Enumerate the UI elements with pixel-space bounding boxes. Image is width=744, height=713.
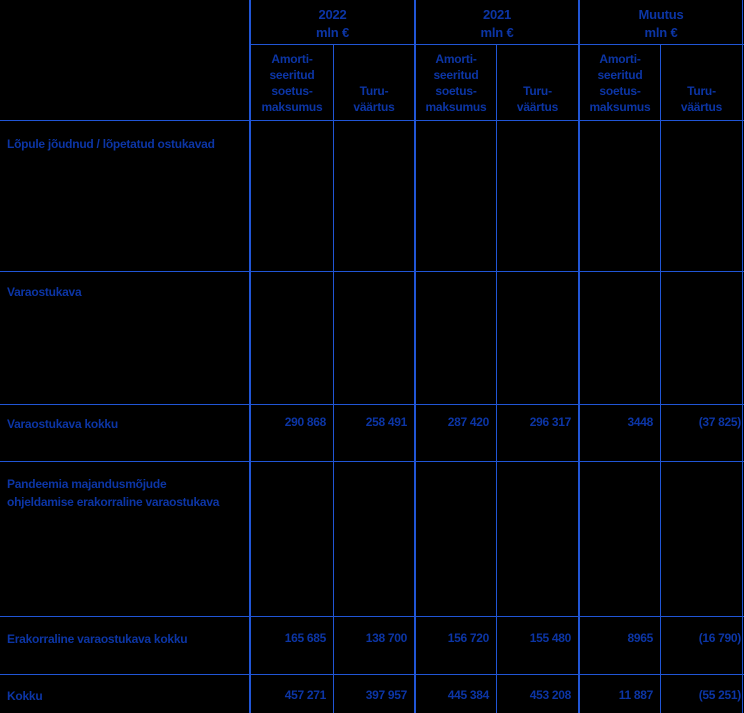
col-header-amortised-cost-2022: Amorti- seeritud soetus- maksumus bbox=[261, 52, 323, 114]
table-cell: 445 384 bbox=[447, 688, 490, 702]
row-label: Kokku bbox=[7, 689, 43, 703]
grid-line-horizontal bbox=[0, 616, 744, 617]
grid-line-horizontal bbox=[0, 271, 744, 272]
grid-line-vertical bbox=[578, 0, 580, 713]
row-label: Lõpule jõudnud / lõpetatud ostukavad bbox=[7, 137, 215, 151]
table-cell: 287 420 bbox=[447, 415, 490, 429]
grid-line-horizontal bbox=[0, 674, 744, 675]
table-cell: 156 720 bbox=[447, 631, 490, 645]
table-cell: 11 887 bbox=[618, 688, 654, 702]
col-header-market-value-2021: Turu- väärtus bbox=[516, 84, 559, 114]
grid-line-vertical bbox=[660, 44, 661, 713]
table-cell: 290 868 bbox=[284, 415, 327, 429]
grid-line-horizontal bbox=[249, 44, 744, 45]
row-label: Erakorraline varaostukava kokku bbox=[7, 632, 188, 646]
grid-line-horizontal bbox=[0, 461, 744, 462]
row-label: Varaostukava bbox=[7, 285, 82, 299]
year-label: Muutus bbox=[638, 7, 684, 22]
grid-line-vertical bbox=[742, 0, 743, 713]
year-label: 2021 bbox=[482, 7, 512, 22]
grid-line-vertical bbox=[414, 0, 416, 713]
column-group-muutus: Muutus mln € bbox=[580, 6, 742, 42]
column-group-2022: 2022 mln € bbox=[251, 6, 414, 42]
table-cell: (55 251) bbox=[698, 688, 742, 702]
grid-line-vertical bbox=[496, 44, 497, 713]
column-group-2021: 2021 mln € bbox=[416, 6, 578, 42]
col-header-amortised-cost-muutus: Amorti- seeritud soetus- maksumus bbox=[589, 52, 651, 114]
row-label: Pandeemia majandusmõjude ohjeldamise era… bbox=[7, 477, 220, 509]
grid-line-vertical bbox=[333, 44, 334, 713]
table-cell: 258 491 bbox=[365, 415, 408, 429]
table-cell: 165 685 bbox=[284, 631, 327, 645]
table-cell: 397 957 bbox=[365, 688, 408, 702]
row-label: Varaostukava kokku bbox=[7, 417, 118, 431]
col-header-amortised-cost-2021: Amorti- seeritud soetus- maksumus bbox=[425, 52, 487, 114]
table-cell: 138 700 bbox=[365, 631, 408, 645]
grid-line-horizontal bbox=[0, 120, 744, 121]
grid-line-vertical bbox=[249, 0, 251, 713]
table-cell: 155 480 bbox=[529, 631, 572, 645]
col-header-market-value-muutus: Turu- väärtus bbox=[680, 84, 723, 114]
year-label: 2022 bbox=[318, 7, 347, 22]
unit-label: mln € bbox=[480, 25, 514, 40]
table-cell: (37 825) bbox=[698, 415, 742, 429]
unit-label: mln € bbox=[644, 25, 678, 40]
table-cell: 457 271 bbox=[284, 688, 327, 702]
table-cell: 453 208 bbox=[529, 688, 572, 702]
table-cell: 296 317 bbox=[529, 415, 572, 429]
grid-line-horizontal bbox=[0, 404, 744, 405]
table-cell: (16 790) bbox=[698, 631, 742, 645]
unit-label: mln € bbox=[316, 25, 349, 40]
col-header-market-value-2022: Turu- väärtus bbox=[353, 84, 395, 114]
table-cell: 3448 bbox=[627, 415, 654, 429]
table-cell: 8965 bbox=[627, 631, 654, 645]
